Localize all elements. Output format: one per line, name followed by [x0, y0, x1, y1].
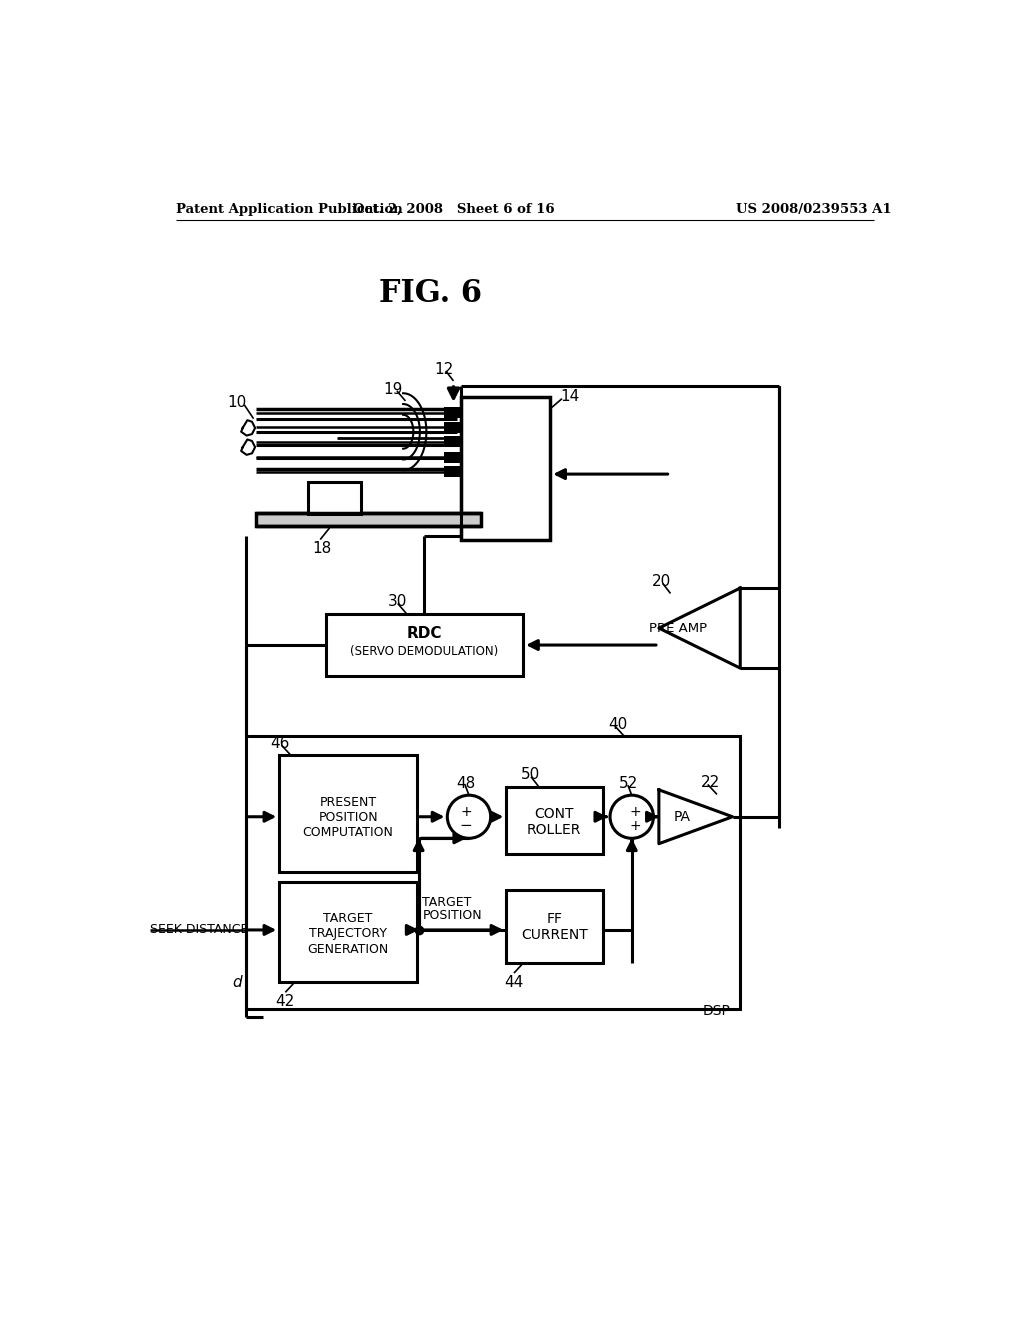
Text: TRAJECTORY: TRAJECTORY [309, 927, 387, 940]
Bar [461, 397, 550, 540]
Text: GENERATION: GENERATION [307, 942, 389, 956]
Text: FIG. 6: FIG. 6 [379, 277, 481, 309]
Text: 30: 30 [388, 594, 407, 610]
Text: +: + [629, 805, 641, 820]
Text: 10: 10 [227, 395, 247, 409]
Text: 40: 40 [608, 717, 628, 731]
Text: US 2008/0239553 A1: US 2008/0239553 A1 [736, 203, 892, 216]
Bar [256, 512, 480, 527]
Text: +: + [460, 805, 472, 820]
Bar [444, 407, 461, 418]
Text: POSITION: POSITION [318, 810, 378, 824]
Text: SEEK DISTANCE: SEEK DISTANCE [150, 924, 248, 936]
Text: DSP: DSP [703, 1003, 731, 1018]
Text: FF: FF [546, 912, 562, 927]
Text: 42: 42 [275, 994, 295, 1008]
Bar [444, 422, 461, 433]
Bar [280, 755, 417, 873]
Text: −: − [460, 818, 472, 833]
Text: 19: 19 [384, 381, 403, 397]
Text: POSITION: POSITION [423, 909, 482, 923]
Bar [506, 890, 603, 964]
Text: COMPUTATION: COMPUTATION [303, 826, 393, 840]
Text: RDC: RDC [407, 626, 441, 642]
Bar [444, 466, 461, 478]
Bar [444, 451, 461, 462]
Bar [444, 437, 461, 447]
Text: CURRENT: CURRENT [521, 928, 588, 942]
Text: ROLLER: ROLLER [527, 822, 582, 837]
Text: 48: 48 [456, 776, 475, 791]
Bar [506, 787, 603, 854]
Text: 50: 50 [521, 767, 541, 783]
Bar [326, 614, 523, 676]
Text: 46: 46 [270, 737, 289, 751]
Text: +: + [629, 818, 641, 833]
Text: PRESENT: PRESENT [319, 796, 377, 809]
Text: Oct. 2, 2008   Sheet 6 of 16: Oct. 2, 2008 Sheet 6 of 16 [352, 203, 554, 216]
Text: PRE AMP: PRE AMP [649, 622, 708, 635]
Bar [246, 737, 740, 1010]
Text: CONT: CONT [535, 807, 574, 821]
Text: Patent Application Publication: Patent Application Publication [176, 203, 402, 216]
Text: 18: 18 [312, 541, 332, 556]
Text: PA: PA [674, 809, 690, 824]
Bar [280, 882, 417, 982]
Text: 20: 20 [652, 574, 671, 589]
Text: 22: 22 [700, 775, 720, 791]
Text: TARGET: TARGET [423, 896, 472, 909]
Text: 44: 44 [505, 974, 524, 990]
Text: (SERVO DEMODULATION): (SERVO DEMODULATION) [350, 645, 498, 659]
Bar [308, 482, 360, 515]
Text: 14: 14 [560, 389, 580, 404]
Text: 12: 12 [434, 363, 454, 378]
Text: TARGET: TARGET [324, 912, 373, 925]
Text: 52: 52 [618, 776, 638, 791]
Text: d: d [232, 974, 243, 990]
